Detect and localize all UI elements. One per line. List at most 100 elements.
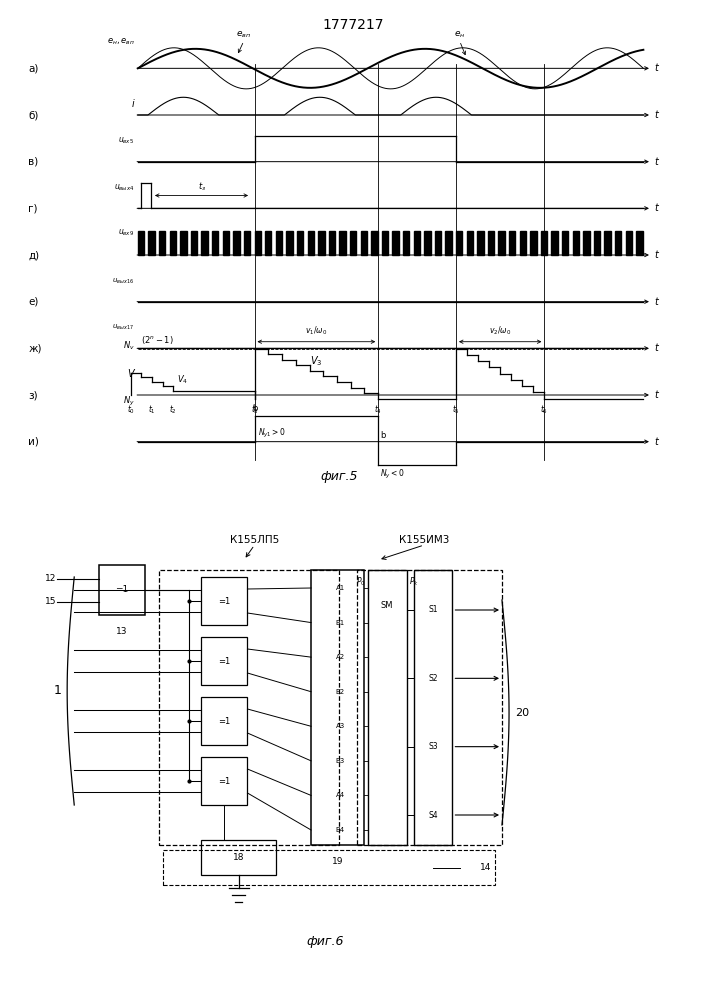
Text: $t_1$: $t_1$ <box>148 403 156 416</box>
Text: b: b <box>252 404 257 413</box>
Text: фиг.6: фиг.6 <box>306 935 344 948</box>
Text: 19: 19 <box>332 857 344 866</box>
Bar <box>530 231 537 255</box>
Text: i: i <box>132 99 134 109</box>
Text: $P_k$: $P_k$ <box>409 575 419 587</box>
Bar <box>170 231 176 255</box>
Text: $t_2$: $t_2$ <box>169 403 177 416</box>
Text: $u_{вх9}$: $u_{вх9}$ <box>118 227 134 238</box>
Text: t: t <box>654 157 658 167</box>
Text: $N_{y1}>0$: $N_{y1}>0$ <box>258 427 286 440</box>
Bar <box>551 231 558 255</box>
Bar <box>382 231 388 255</box>
Bar <box>138 231 144 255</box>
Text: =1: =1 <box>218 776 230 786</box>
Text: г): г) <box>28 203 37 213</box>
Bar <box>371 231 378 255</box>
Bar <box>339 231 346 255</box>
Text: A2: A2 <box>336 654 345 660</box>
Text: К155ЛП5: К155ЛП5 <box>230 535 279 545</box>
Text: A1: A1 <box>336 585 345 591</box>
Text: =1: =1 <box>218 596 230 605</box>
Bar <box>414 570 452 845</box>
Text: S4: S4 <box>428 810 438 820</box>
Text: 1777217: 1777217 <box>323 18 384 32</box>
Text: t: t <box>654 390 658 400</box>
Text: 1: 1 <box>54 684 62 698</box>
Bar <box>626 231 632 255</box>
Bar <box>488 231 494 255</box>
Bar <box>201 697 247 745</box>
Text: SM: SM <box>381 601 393 610</box>
Text: t: t <box>654 250 658 260</box>
Bar <box>435 231 441 255</box>
Bar <box>636 231 643 255</box>
Text: t: t <box>654 437 658 447</box>
Bar <box>615 231 621 255</box>
Bar <box>159 231 165 255</box>
Text: з): з) <box>28 390 38 400</box>
Text: $N_y<0$: $N_y<0$ <box>380 468 405 481</box>
Text: е): е) <box>28 297 39 307</box>
Bar <box>361 231 367 255</box>
Bar <box>604 231 611 255</box>
Bar <box>562 231 568 255</box>
Text: t: t <box>654 110 658 120</box>
Text: t: t <box>654 343 658 353</box>
Bar <box>467 231 473 255</box>
Text: $u_{вх5}$: $u_{вх5}$ <box>118 136 134 146</box>
Text: t: t <box>654 297 658 307</box>
Bar <box>520 231 526 255</box>
Bar <box>350 231 356 255</box>
Bar <box>201 840 276 875</box>
Text: B3: B3 <box>336 758 345 764</box>
Text: $v_2/\omega_0$: $v_2/\omega_0$ <box>489 324 511 337</box>
Text: $v_1/\omega_0$: $v_1/\omega_0$ <box>305 324 327 337</box>
Bar <box>509 231 515 255</box>
Text: A3: A3 <box>336 723 345 729</box>
Bar <box>148 231 155 255</box>
Bar <box>414 231 420 255</box>
Bar <box>212 231 218 255</box>
Bar <box>583 231 590 255</box>
Bar <box>180 231 187 255</box>
Text: К155ИМ3: К155ИМ3 <box>399 535 450 545</box>
Text: b: b <box>380 431 386 440</box>
Text: 13: 13 <box>116 627 128 636</box>
Bar <box>163 850 495 885</box>
Text: $e_н$: $e_н$ <box>454 29 465 40</box>
Text: $t_6$: $t_6$ <box>540 403 549 416</box>
Bar <box>308 231 314 255</box>
Bar <box>223 231 229 255</box>
Text: $t_3$: $t_3$ <box>250 403 259 416</box>
Text: 12: 12 <box>45 574 57 583</box>
Text: $t_4$: $t_4$ <box>374 403 382 416</box>
Text: $t_0$: $t_0$ <box>127 403 135 416</box>
Text: фиг.5: фиг.5 <box>320 470 358 483</box>
Bar <box>286 231 293 255</box>
Bar <box>265 231 271 255</box>
Text: A4: A4 <box>336 792 345 798</box>
Text: V: V <box>128 369 134 379</box>
Text: t: t <box>654 203 658 213</box>
Text: S3: S3 <box>428 742 438 751</box>
Bar <box>255 231 261 255</box>
Bar <box>445 231 452 255</box>
Bar <box>403 231 409 255</box>
Bar <box>477 231 484 255</box>
Bar <box>244 231 250 255</box>
Text: б): б) <box>28 110 39 120</box>
Text: $(2^n-1)$: $(2^n-1)$ <box>141 334 174 346</box>
Text: =1: =1 <box>218 656 230 666</box>
Bar <box>573 231 579 255</box>
Text: в): в) <box>28 157 38 167</box>
Text: а): а) <box>28 63 39 73</box>
Text: S2: S2 <box>428 674 438 683</box>
Bar <box>392 231 399 255</box>
Bar <box>201 757 247 805</box>
Text: 15: 15 <box>45 597 57 606</box>
Text: $V_3$: $V_3$ <box>310 355 322 368</box>
Bar <box>191 231 197 255</box>
Text: B1: B1 <box>336 620 345 626</box>
Bar <box>99 565 145 615</box>
